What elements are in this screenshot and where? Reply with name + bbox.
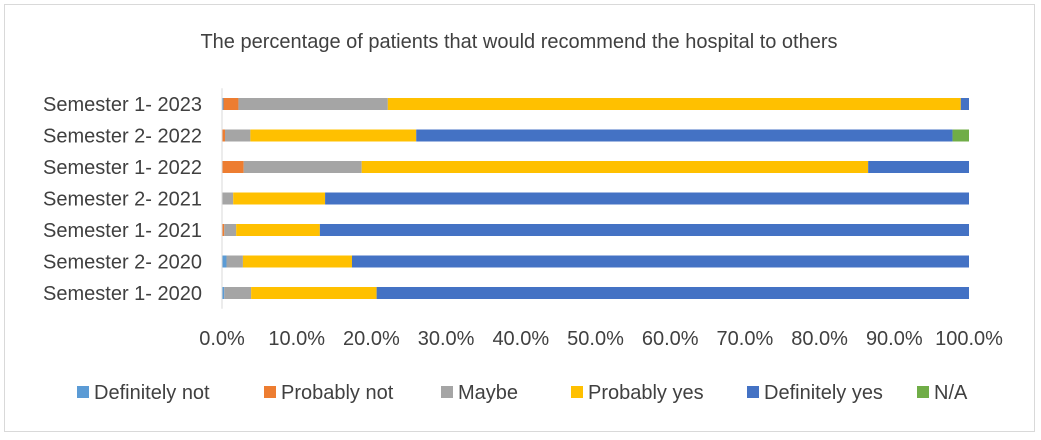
bar-segment bbox=[952, 129, 969, 142]
category-label: Semester 1- 2022 bbox=[43, 157, 202, 179]
x-tick-label: 100.0% bbox=[935, 328, 1003, 350]
bar-segment bbox=[222, 129, 225, 142]
x-tick-label: 60.0% bbox=[642, 328, 699, 350]
bar-segment bbox=[233, 192, 326, 205]
bar-segment bbox=[243, 161, 362, 173]
bar-segment bbox=[222, 192, 234, 205]
x-tick-label: 30.0% bbox=[418, 328, 475, 350]
legend-swatch bbox=[77, 386, 89, 398]
bar-segment bbox=[361, 161, 869, 173]
legend-label: Probably yes bbox=[588, 382, 704, 404]
bar-segment bbox=[319, 224, 969, 236]
bar-segment bbox=[325, 192, 969, 205]
category-label: Semester 1- 2020 bbox=[43, 283, 202, 305]
category-label: Semester 1- 2021 bbox=[43, 220, 202, 242]
bar-segment bbox=[236, 224, 320, 236]
category-label: Semester 1- 2023 bbox=[43, 94, 202, 116]
legend-label: Definitely not bbox=[94, 382, 210, 404]
legend-swatch bbox=[441, 386, 453, 398]
x-tick-label: 50.0% bbox=[567, 328, 624, 350]
x-tick-label: 40.0% bbox=[492, 328, 549, 350]
bar-segment bbox=[223, 98, 239, 110]
category-label: Semester 2- 2021 bbox=[43, 189, 202, 211]
legend-label: Definitely yes bbox=[764, 382, 883, 404]
bar-segment bbox=[242, 255, 352, 268]
chart-frame: The percentage of patients that would re… bbox=[4, 4, 1035, 432]
bar-segment bbox=[222, 224, 225, 236]
category-labels: Semester 1- 2023 Semester 2- 2022 Semester… bbox=[43, 94, 202, 305]
legend-label: Maybe bbox=[458, 382, 518, 404]
bar-segment bbox=[222, 255, 227, 268]
bar-segment bbox=[224, 224, 237, 236]
chart-title: The percentage of patients that would re… bbox=[200, 31, 837, 53]
bar-segment bbox=[251, 287, 377, 299]
bar-segment bbox=[224, 287, 252, 299]
bar-segment bbox=[222, 287, 225, 299]
x-tick-label: 0.0% bbox=[199, 328, 245, 350]
legend-swatch bbox=[917, 386, 929, 398]
x-tick-label: 20.0% bbox=[343, 328, 400, 350]
legend-swatch bbox=[264, 386, 276, 398]
bar-segment bbox=[416, 129, 953, 142]
bar-segment bbox=[250, 129, 417, 142]
legend-swatch bbox=[571, 386, 583, 398]
bar-segment bbox=[238, 98, 388, 110]
bar-segment bbox=[222, 98, 224, 110]
x-tick-label: 70.0% bbox=[717, 328, 774, 350]
category-label: Semester 2- 2020 bbox=[43, 252, 202, 274]
bar-segment bbox=[960, 98, 969, 110]
x-tick-label: 10.0% bbox=[268, 328, 325, 350]
bar-segment bbox=[222, 161, 244, 173]
stacked-bar-chart: The percentage of patients that would re… bbox=[43, 31, 1003, 404]
bar-segment bbox=[376, 287, 969, 299]
category-label: Semester 2- 2022 bbox=[43, 126, 202, 148]
legend-label: N/A bbox=[934, 382, 968, 404]
legend-label: Probably not bbox=[281, 382, 394, 404]
x-tick-label: 90.0% bbox=[866, 328, 923, 350]
bar-segment bbox=[387, 98, 961, 110]
x-tick-label: 80.0% bbox=[791, 328, 848, 350]
x-axis-ticks: 0.0% 10.0% 20.0% 30.0% 40.0% 50.0% 60.0% 70.0% 8… bbox=[199, 328, 1003, 350]
legend: Definitely not Probably not Maybe Probably … bbox=[77, 382, 968, 404]
bar-segment bbox=[868, 161, 969, 173]
bar-segment bbox=[226, 255, 243, 268]
bars bbox=[222, 98, 969, 299]
legend-swatch bbox=[747, 386, 759, 398]
bar-segment bbox=[224, 129, 251, 142]
bar-segment bbox=[351, 255, 969, 268]
